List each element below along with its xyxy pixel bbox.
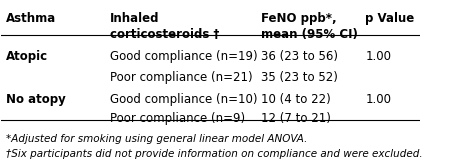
Text: No atopy: No atopy — [6, 93, 65, 106]
Text: Inhaled
corticosteroids †: Inhaled corticosteroids † — [110, 12, 219, 41]
Text: 36 (23 to 56): 36 (23 to 56) — [261, 50, 337, 63]
Text: 12 (7 to 21): 12 (7 to 21) — [261, 112, 330, 125]
Text: Poor compliance (n=21): Poor compliance (n=21) — [110, 71, 253, 84]
Text: 35 (23 to 52): 35 (23 to 52) — [261, 71, 337, 84]
Text: Poor compliance (n=9): Poor compliance (n=9) — [110, 112, 245, 125]
Text: †Six participants did not provide information on compliance and were excluded.: †Six participants did not provide inform… — [6, 149, 422, 159]
Text: p Value: p Value — [365, 12, 415, 25]
Text: FeNO ppb*,
mean (95% CI): FeNO ppb*, mean (95% CI) — [261, 12, 357, 41]
Text: Good compliance (n=10): Good compliance (n=10) — [110, 93, 258, 106]
Text: Good compliance (n=19): Good compliance (n=19) — [110, 50, 258, 63]
Text: 1.00: 1.00 — [365, 50, 392, 63]
Text: *Adjusted for smoking using general linear model ANOVA.: *Adjusted for smoking using general line… — [6, 134, 307, 144]
Text: Atopic: Atopic — [6, 50, 48, 63]
Text: 1.00: 1.00 — [365, 93, 392, 106]
Text: Asthma: Asthma — [6, 12, 56, 25]
Text: 10 (4 to 22): 10 (4 to 22) — [261, 93, 330, 106]
